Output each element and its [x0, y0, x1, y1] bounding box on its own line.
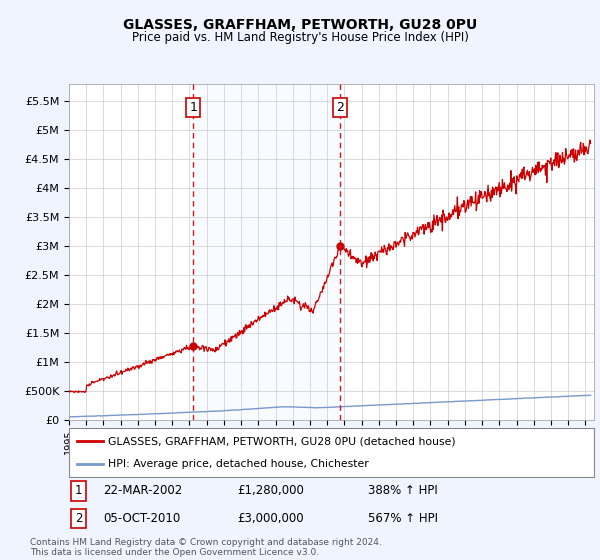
- Text: Price paid vs. HM Land Registry's House Price Index (HPI): Price paid vs. HM Land Registry's House …: [131, 31, 469, 44]
- Text: 22-MAR-2002: 22-MAR-2002: [103, 484, 182, 497]
- Text: 1: 1: [75, 484, 82, 497]
- Text: £3,000,000: £3,000,000: [237, 512, 304, 525]
- Text: 567% ↑ HPI: 567% ↑ HPI: [368, 512, 438, 525]
- Text: 2: 2: [336, 101, 344, 114]
- Bar: [193, 84, 340, 420]
- Text: GLASSES, GRAFFHAM, PETWORTH, GU28 0PU: GLASSES, GRAFFHAM, PETWORTH, GU28 0PU: [123, 18, 477, 32]
- Text: Contains HM Land Registry data © Crown copyright and database right 2024.: Contains HM Land Registry data © Crown c…: [30, 538, 382, 547]
- Text: 2: 2: [75, 512, 82, 525]
- Text: HPI: Average price, detached house, Chichester: HPI: Average price, detached house, Chic…: [109, 459, 369, 469]
- Text: GLASSES, GRAFFHAM, PETWORTH, GU28 0PU (detached house): GLASSES, GRAFFHAM, PETWORTH, GU28 0PU (d…: [109, 436, 456, 446]
- Text: 388% ↑ HPI: 388% ↑ HPI: [368, 484, 438, 497]
- Text: 05-OCT-2010: 05-OCT-2010: [103, 512, 181, 525]
- Text: £1,280,000: £1,280,000: [237, 484, 304, 497]
- Text: 1: 1: [190, 101, 197, 114]
- Text: This data is licensed under the Open Government Licence v3.0.: This data is licensed under the Open Gov…: [30, 548, 319, 557]
